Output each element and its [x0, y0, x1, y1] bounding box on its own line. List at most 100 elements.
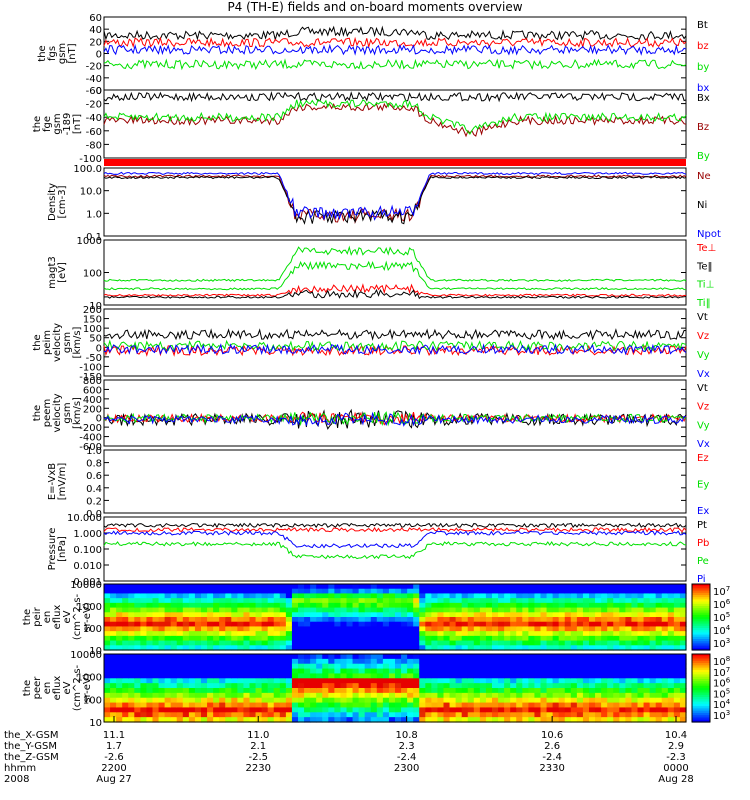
heatmap-cell: [667, 654, 675, 660]
colorbar-cell: [692, 656, 710, 660]
heatmap-cell: [401, 673, 408, 679]
heatmap-cell: [255, 598, 263, 604]
heatmap-cell: [146, 717, 154, 723]
heatmap-cell: [679, 607, 687, 613]
heatmap-cell: [182, 717, 190, 723]
heatmap-cell: [455, 612, 463, 618]
heatmap-cell: [601, 688, 608, 694]
heatmap-cell: [176, 663, 184, 670]
heatmap-cell: [219, 707, 226, 713]
heatmap-cell: [364, 621, 372, 628]
heatmap-cell: [437, 654, 445, 660]
colorbar-cell: [692, 584, 710, 587]
heatmap-cell: [152, 612, 160, 618]
heatmap-cell: [104, 635, 111, 642]
heatmap-cell: [552, 663, 560, 670]
heatmap-cell: [601, 584, 608, 590]
heatmap-cell: [188, 617, 196, 623]
heatmap-cell: [528, 640, 536, 646]
heatmap-cell: [261, 678, 269, 684]
heatmap-cell: [540, 654, 548, 660]
heatmap-cell: [370, 635, 378, 642]
heatmap-cell: [146, 621, 154, 628]
heatmap-cell: [431, 602, 439, 609]
heatmap-cell: [213, 593, 220, 599]
heatmap-cell: [576, 593, 584, 599]
heatmap-cell: [607, 663, 614, 670]
heatmap-cell: [437, 593, 445, 599]
heatmap-cell: [304, 607, 311, 613]
heatmap-cell: [419, 626, 426, 632]
heatmap-cell: [376, 673, 384, 679]
heatmap-cell: [213, 668, 220, 675]
heatmap-cell: [376, 602, 384, 609]
heatmap-cell: [382, 658, 390, 665]
heatmap-cell: [437, 607, 445, 613]
heatmap-cell: [449, 593, 457, 599]
heatmap-cell: [116, 588, 123, 595]
heatmap-cell: [498, 645, 505, 651]
heatmap-cell: [164, 621, 172, 628]
heatmap-cell: [558, 712, 566, 718]
heatmap-cell: [261, 692, 269, 699]
heatmap-cell: [182, 645, 190, 651]
heatmap-cell: [188, 707, 196, 713]
heatmap-cell: [146, 697, 154, 704]
heatmap-cell: [225, 640, 232, 646]
heatmap-cell: [140, 612, 148, 618]
heatmap-cell: [388, 692, 396, 699]
heatmap-cell: [576, 621, 584, 628]
heatmap-cell: [237, 640, 245, 646]
heatmap-cell: [546, 678, 554, 684]
heatmap-cell: [643, 683, 651, 689]
heatmap-cell: [194, 617, 202, 623]
heatmap-cell: [279, 712, 287, 718]
heatmap-cell: [546, 626, 554, 632]
heatmap-cell: [473, 621, 481, 628]
heatmap-cell: [619, 654, 626, 660]
heatmap-cell: [504, 702, 511, 709]
heatmap-cell: [589, 602, 596, 609]
heatmap-cell: [395, 621, 402, 628]
heatmap-cell: [576, 607, 584, 613]
heatmap-cell: [625, 640, 633, 646]
heatmap-cell: [510, 617, 517, 623]
heatmap-cell: [194, 588, 202, 595]
heatmap-cell: [298, 697, 305, 704]
heatmap-cell: [419, 692, 426, 699]
heatmap-cell: [540, 668, 548, 675]
heatmap-cell: [631, 663, 639, 670]
heatmap-cell: [498, 617, 505, 623]
heatmap-cell: [679, 626, 687, 632]
heatmap-cell: [570, 640, 578, 646]
heatmap-cell: [601, 717, 608, 723]
heatmap-cell: [364, 588, 372, 595]
heatmap-cell: [188, 663, 196, 670]
heatmap-cell: [673, 645, 681, 651]
heatmap-cell: [607, 588, 614, 595]
heatmap-cell: [504, 717, 511, 723]
heatmap-cell: [649, 668, 657, 675]
heatmap-cell: [679, 673, 687, 679]
heatmap-cell: [631, 692, 639, 699]
heatmap-cell: [613, 626, 620, 632]
heatmap-cell: [388, 707, 396, 713]
heatmap-cell: [201, 621, 208, 628]
heatmap-cell: [431, 697, 439, 704]
heatmap-cell: [419, 658, 426, 665]
heatmap-cell: [316, 712, 323, 718]
heatmap-cell: [243, 673, 251, 679]
heatmap-cell: [516, 678, 523, 684]
heatmap-cell: [182, 683, 190, 689]
heatmap-cell: [582, 631, 590, 637]
heatmap-cell: [261, 607, 269, 613]
heatmap-cell: [479, 678, 487, 684]
heatmap-cell: [182, 602, 190, 609]
heatmap-cell: [261, 697, 269, 704]
heatmap-cell: [516, 588, 523, 595]
heatmap-cell: [116, 688, 123, 694]
legend-entry-Vt: Vt: [697, 383, 708, 394]
heatmap-cell: [607, 673, 614, 679]
heatmap-cell: [661, 683, 669, 689]
heatmap-cell: [122, 683, 129, 689]
